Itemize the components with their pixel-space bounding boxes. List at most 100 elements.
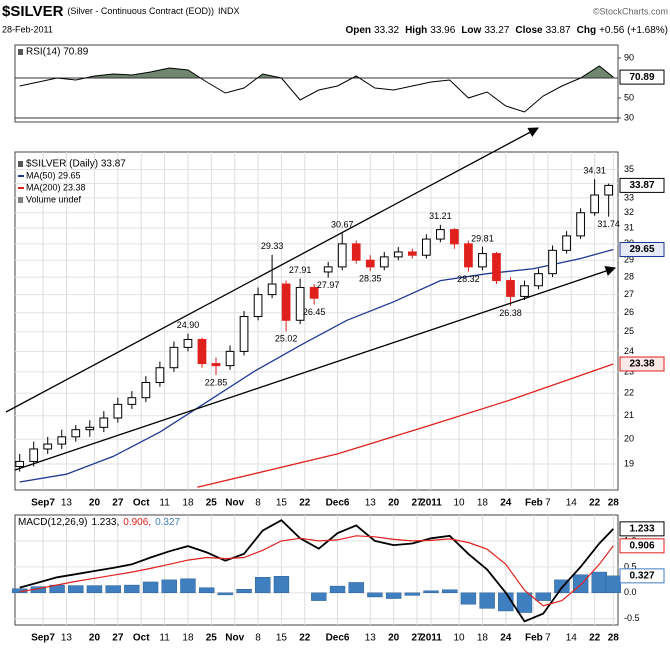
x-tick-label: 27 xyxy=(411,633,423,644)
histogram-bar xyxy=(591,571,607,594)
histogram-bar xyxy=(516,592,533,613)
y-tick-label: 24 xyxy=(624,346,634,356)
histogram-bar xyxy=(479,592,495,609)
y-tick-label: 31 xyxy=(624,222,634,232)
histogram-bar xyxy=(180,578,196,594)
legend-label: $SILVER (Daily) 33.87 xyxy=(26,159,126,170)
quote-value: 33.32 xyxy=(374,25,399,36)
x-tick-label: 25 xyxy=(206,498,218,509)
value-box xyxy=(619,521,665,537)
candle-body xyxy=(15,460,25,467)
x-tick-label: 8 xyxy=(255,633,261,644)
x-tick-label: 7 xyxy=(545,498,551,509)
x-tick-label: 10 xyxy=(454,498,466,509)
x-tick-label: 15 xyxy=(276,498,288,509)
value-box xyxy=(619,568,665,584)
x-tick-label: Sep7 xyxy=(31,633,55,644)
candle-body xyxy=(393,251,403,258)
candle-body xyxy=(506,280,515,297)
y-tick-label: 19 xyxy=(624,458,634,468)
x-tick-label: 22 xyxy=(589,498,601,509)
legend-swatch xyxy=(18,161,23,167)
candle-body xyxy=(590,194,599,214)
histogram-bar xyxy=(105,585,121,594)
x-tick-label: 8 xyxy=(255,498,261,509)
candle-body xyxy=(43,443,53,450)
low-label: 27.97 xyxy=(317,280,340,290)
x-tick-label: 13 xyxy=(365,633,377,644)
histogram-bar xyxy=(142,581,159,594)
candle-body xyxy=(155,367,165,383)
x-tick-label: 14 xyxy=(566,633,578,644)
quote-value: 33.27 xyxy=(484,25,509,36)
candle-body xyxy=(478,253,487,268)
candle-body xyxy=(379,256,389,268)
histogram-bar xyxy=(198,587,215,594)
x-tick-label: 22 xyxy=(299,498,311,509)
x-tick-label: 20 xyxy=(89,498,101,509)
y-tick-label: 20 xyxy=(624,434,634,444)
candle-body xyxy=(520,285,529,297)
legend-label: 1.233, xyxy=(91,517,119,528)
high-label: 30.67 xyxy=(331,220,354,230)
x-tick-label: Sep7 xyxy=(31,498,55,509)
x-tick-label: 20 xyxy=(89,633,101,644)
x-tick-label: Feb xyxy=(525,498,543,509)
candle-body xyxy=(197,338,207,365)
quote: Open 33.32 High 33.96 Low 33.27 Close 33.87 Chg +… xyxy=(345,25,668,36)
moving-average xyxy=(19,248,614,483)
symbol: $SILVER xyxy=(2,3,64,20)
candle-body xyxy=(436,229,445,240)
x-tick-label: Feb xyxy=(525,633,543,644)
value-box-label: 70.89 xyxy=(629,72,654,83)
x-tick-label: 27 xyxy=(112,633,124,644)
legend-label: 0.906, xyxy=(123,517,151,528)
candle-body xyxy=(99,417,109,428)
x-tick-label: 2011 xyxy=(420,633,442,644)
histogram-bar xyxy=(68,585,84,594)
candle-body xyxy=(211,363,221,367)
candle-body xyxy=(562,235,571,251)
histogram-bar xyxy=(255,577,271,594)
histogram-bar xyxy=(535,592,551,601)
panel-frame xyxy=(14,151,619,491)
candle-body xyxy=(57,436,67,445)
high-label: 29.33 xyxy=(261,241,284,251)
legend: MACD(12,26,9) 1.233, 0.906, 0.327 xyxy=(18,517,181,528)
histogram-bar xyxy=(605,575,622,594)
low-label: 26.38 xyxy=(499,308,522,318)
legend-swatch xyxy=(18,197,23,203)
x-tick-label: Nov xyxy=(225,498,244,509)
moving-average xyxy=(197,363,614,488)
x-tick-label: 28 xyxy=(608,633,620,644)
candle-body xyxy=(141,381,151,399)
x-tick-label: 18 xyxy=(182,498,194,509)
quote-label: High xyxy=(405,25,427,36)
histogram-bar xyxy=(161,579,177,594)
candle-body xyxy=(576,212,585,237)
marks: 30 50 90 RSI(14) 70.89 70.89 Sep7 13 20 27 Oct 11 1… xyxy=(11,44,665,644)
panel-frame xyxy=(14,44,619,123)
low-label: 26.45 xyxy=(303,307,326,317)
candle-body xyxy=(323,266,333,273)
candle-body xyxy=(492,253,501,282)
value-box xyxy=(619,177,665,193)
value-box-label: 0.327 xyxy=(629,571,654,582)
high-label: 31.21 xyxy=(429,211,452,221)
description: (Silver - Continuous Contract (EOD)) xyxy=(67,6,214,16)
candle-body xyxy=(407,251,417,256)
y-tick-label: 22 xyxy=(624,388,634,398)
low-label: 28.32 xyxy=(457,274,480,284)
candle-body xyxy=(183,338,193,348)
candle-body xyxy=(113,403,123,419)
y-tick-label: 27 xyxy=(624,289,634,299)
value-box xyxy=(619,242,665,258)
histogram-bar xyxy=(404,592,421,596)
trendline xyxy=(14,266,616,471)
value-box-label: 1.233 xyxy=(629,523,654,534)
candle-body xyxy=(239,316,249,352)
candle-body xyxy=(604,184,614,196)
value-box xyxy=(619,356,665,372)
x-tick-label: 18 xyxy=(477,498,489,509)
